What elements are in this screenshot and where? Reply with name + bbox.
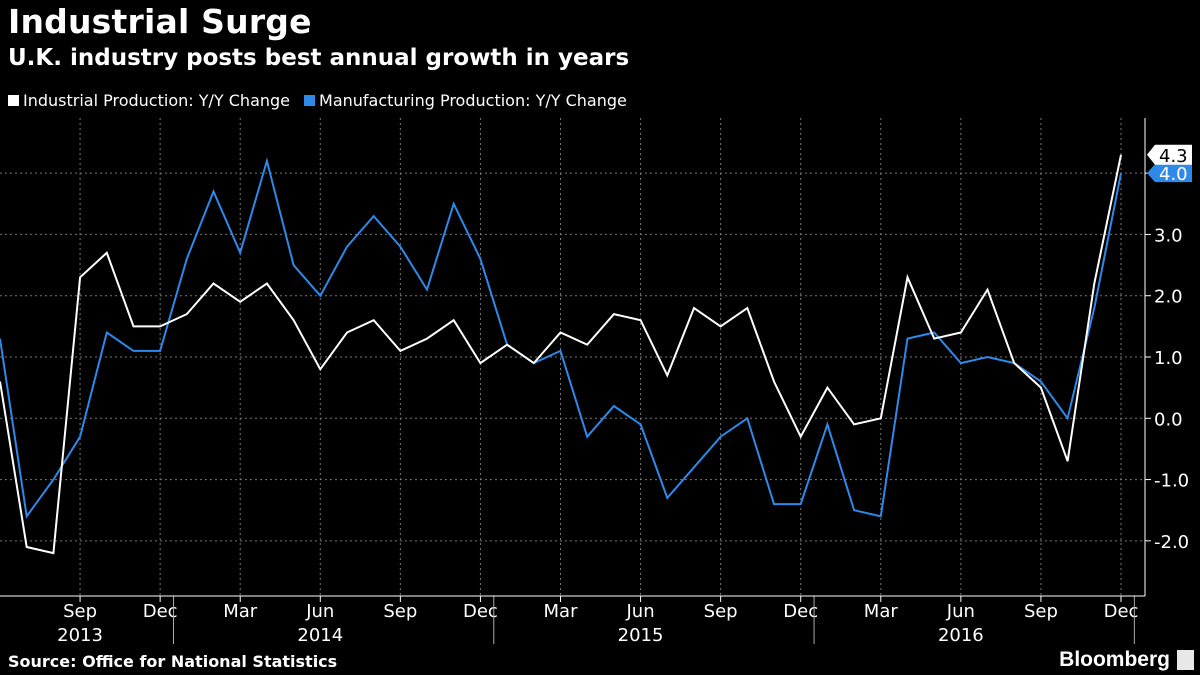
x-tick-label: Sep <box>63 601 97 622</box>
end-label-manufacturing: 4.0 <box>1159 164 1188 185</box>
y-tick-label: 3.0 <box>1154 225 1183 246</box>
x-tick-label: Sep <box>704 601 738 622</box>
x-tick-label: Jun <box>946 601 975 622</box>
y-tick-label: -1.0 <box>1154 471 1189 492</box>
brand-logo: Bloomberg <box>1059 648 1170 672</box>
x-tick-label: Dec <box>783 601 818 622</box>
x-tick-label: Sep <box>383 601 417 622</box>
x-tick-label: Mar <box>223 601 258 622</box>
year-label: 2015 <box>618 625 664 646</box>
x-tick-label: Mar <box>864 601 899 622</box>
x-tick-label: Jun <box>626 601 655 622</box>
source-note: Source: Office for National Statistics <box>8 652 337 671</box>
y-tick-label: -2.0 <box>1154 532 1189 553</box>
x-tick-label: Dec <box>1104 601 1139 622</box>
y-tick-label: 0.0 <box>1154 409 1183 430</box>
y-tick-label: 1.0 <box>1154 348 1183 369</box>
y-tick-label: 2.0 <box>1154 287 1183 308</box>
year-label: 2013 <box>57 625 103 646</box>
x-tick-label: Dec <box>143 601 178 622</box>
brand-mark-icon <box>1177 650 1194 670</box>
x-tick-label: Sep <box>1024 601 1058 622</box>
x-tick-label: Dec <box>463 601 498 622</box>
end-label-industrial: 4.3 <box>1159 146 1188 167</box>
year-label: 2014 <box>297 625 343 646</box>
x-tick-label: Mar <box>544 601 579 622</box>
x-tick-label: Jun <box>305 601 334 622</box>
year-label: 2016 <box>938 625 984 646</box>
